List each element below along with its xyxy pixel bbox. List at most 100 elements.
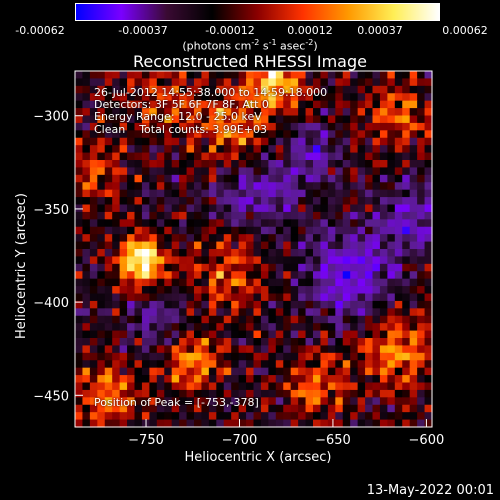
heatmap-cell — [231, 360, 240, 369]
heatmap-cell — [179, 352, 188, 361]
heatmap-cell — [127, 278, 136, 287]
heatmap-cell — [238, 271, 247, 280]
heatmap-cell — [246, 404, 255, 413]
heatmap-cell — [313, 249, 322, 258]
heatmap-cell — [238, 338, 247, 347]
heatmap-cell — [194, 271, 203, 280]
heatmap-cell — [268, 278, 277, 287]
heatmap-cell — [335, 330, 344, 339]
heatmap-cell — [327, 367, 336, 376]
heatmap-cell — [223, 249, 232, 258]
heatmap-cell — [201, 249, 210, 258]
heatmap-cell — [313, 397, 322, 406]
heatmap-cell — [327, 211, 336, 220]
heatmap-cell — [298, 360, 307, 369]
heatmap-cell — [327, 256, 336, 265]
heatmap-cell — [260, 389, 269, 398]
heatmap-cell — [305, 308, 314, 317]
heatmap-cell — [97, 137, 106, 146]
heatmap-cell — [320, 234, 329, 243]
heatmap-cell — [320, 404, 329, 413]
heatmap-cell — [104, 338, 113, 347]
heatmap-cell — [104, 367, 113, 376]
heatmap-cell — [246, 174, 255, 183]
heatmap-cell — [350, 330, 359, 339]
heatmap-cell — [134, 249, 143, 258]
heatmap-cell — [194, 419, 203, 428]
heatmap-cell — [141, 167, 150, 176]
heatmap-cell — [134, 367, 143, 376]
heatmap-cell — [223, 167, 232, 176]
heatmap-cell — [164, 338, 173, 347]
heatmap-cell — [246, 360, 255, 369]
heatmap-cell — [305, 367, 314, 376]
heatmap-cell — [171, 330, 180, 339]
heatmap-cell — [208, 71, 217, 80]
heatmap-cell — [342, 108, 351, 117]
heatmap-cell — [365, 345, 374, 354]
heatmap-cell — [342, 271, 351, 280]
heatmap-cell — [231, 278, 240, 287]
heatmap-cell — [89, 71, 98, 80]
heatmap-cell — [335, 249, 344, 258]
heatmap-cell — [424, 360, 433, 369]
heatmap-cell — [201, 419, 210, 428]
heatmap-cell — [290, 338, 299, 347]
heatmap-cell — [231, 71, 240, 80]
heatmap-cell — [268, 300, 277, 309]
heatmap-cell — [290, 375, 299, 384]
heatmap-cell — [394, 241, 403, 250]
heatmap-cell — [417, 182, 426, 191]
heatmap-cell — [194, 100, 203, 109]
heatmap-cell — [290, 397, 299, 406]
heatmap-cell — [372, 323, 381, 332]
heatmap-cell — [127, 286, 136, 295]
heatmap-cell — [394, 345, 403, 354]
heatmap-cell — [327, 345, 336, 354]
heatmap-cell — [313, 323, 322, 332]
heatmap-cell — [238, 145, 247, 154]
heatmap-cell — [231, 160, 240, 169]
heatmap-cell — [164, 419, 173, 428]
heatmap-cell — [357, 130, 366, 139]
heatmap-cell — [350, 85, 359, 94]
heatmap-cell — [402, 219, 411, 228]
heatmap-cell — [156, 367, 165, 376]
heatmap-cell — [305, 241, 314, 250]
heatmap-cell — [194, 360, 203, 369]
heatmap-cell — [164, 300, 173, 309]
heatmap-cell — [223, 382, 232, 391]
heatmap-cell — [112, 137, 121, 146]
heatmap-cell — [335, 367, 344, 376]
heatmap-cell — [372, 115, 381, 124]
heatmap-cell — [327, 389, 336, 398]
heatmap-cell — [365, 338, 374, 347]
heatmap-cell — [179, 389, 188, 398]
heatmap-cell — [97, 189, 106, 198]
heatmap-cell — [357, 174, 366, 183]
heatmap-cell — [365, 115, 374, 124]
heatmap-cell — [223, 352, 232, 361]
heatmap-cell — [171, 182, 180, 191]
heatmap-cell — [156, 100, 165, 109]
heatmap-cell — [231, 108, 240, 117]
heatmap-cell — [342, 160, 351, 169]
heatmap-cell — [171, 71, 180, 80]
x-axis: −750 −700 −650 −600 — [128, 419, 444, 448]
heatmap-cell — [327, 130, 336, 139]
heatmap-cell — [372, 360, 381, 369]
heatmap-cell — [149, 412, 158, 421]
heatmap-cell — [424, 308, 433, 317]
heatmap-cell — [372, 293, 381, 302]
heatmap-cell — [260, 308, 269, 317]
heatmap-cell — [171, 360, 180, 369]
heatmap-cell — [320, 256, 329, 265]
heatmap-cell — [171, 130, 180, 139]
heatmap-cell — [372, 419, 381, 428]
heatmap-cell — [201, 78, 210, 87]
heatmap-cell — [149, 330, 158, 339]
heatmap-cell — [75, 330, 84, 339]
heatmap-cell — [216, 300, 225, 309]
heatmap-cell — [171, 300, 180, 309]
heatmap-cell — [387, 71, 396, 80]
